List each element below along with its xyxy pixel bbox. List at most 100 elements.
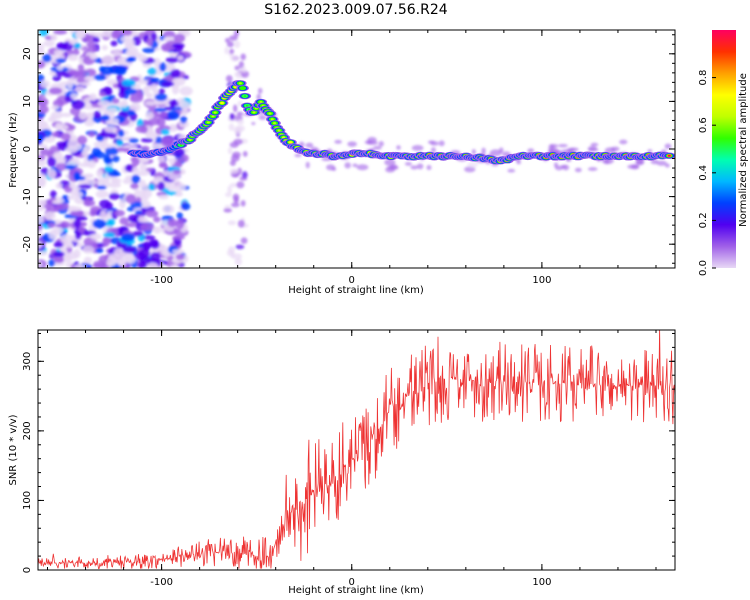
noise-blob	[72, 49, 80, 56]
noise-blob	[159, 111, 169, 118]
noise-blob	[103, 153, 111, 164]
x-tick-label: 0	[349, 577, 355, 588]
noise-blob	[169, 51, 179, 59]
noise-blob	[471, 149, 476, 155]
noise-blob	[50, 190, 57, 199]
noise-blob	[173, 182, 186, 192]
noise-blob	[158, 161, 168, 168]
noise-blob	[162, 170, 171, 175]
noise-blob	[527, 148, 535, 154]
noise-blob	[106, 143, 114, 148]
ridge-blob	[270, 118, 274, 121]
y-tick-label: -10	[22, 188, 33, 204]
noise-blob	[99, 66, 106, 73]
ridge-blob	[288, 141, 293, 144]
noise-blob	[156, 117, 166, 127]
noise-blob	[96, 135, 104, 142]
noise-blob	[78, 184, 93, 189]
noise-blob	[53, 30, 68, 35]
noise-blob	[647, 149, 653, 153]
noise-blob	[74, 30, 85, 39]
noise-blob	[153, 216, 161, 223]
noise-blob	[136, 92, 144, 99]
noise-blob	[151, 143, 164, 150]
noise-blob	[373, 145, 382, 150]
noise-blob	[74, 176, 86, 181]
noise-blob	[171, 85, 180, 95]
noise-blob	[619, 139, 628, 145]
noise-blob	[49, 114, 57, 122]
noise-blob	[411, 145, 424, 151]
noise-blob	[95, 190, 109, 199]
noise-blob	[145, 167, 153, 173]
top-x-axis-label: Height of straight line (km)	[288, 285, 424, 296]
noise-blob	[106, 218, 116, 226]
noise-blob	[141, 183, 150, 193]
noise-blob	[68, 206, 82, 212]
noise-blob	[548, 144, 555, 151]
noise-blob	[225, 75, 233, 83]
noise-blob	[68, 70, 82, 77]
noise-blob	[240, 200, 246, 207]
noise-blob	[38, 97, 49, 107]
noise-blob	[177, 30, 189, 34]
spectrogram-area	[38, 30, 675, 268]
y-tick-label: 100	[22, 491, 33, 510]
noise-blob	[587, 145, 598, 152]
noise-blob	[144, 100, 156, 107]
noise-blob	[122, 178, 132, 185]
snr-plot-area	[38, 330, 675, 570]
noise-blob	[172, 235, 185, 240]
noise-blob	[331, 167, 337, 171]
noise-blob	[50, 34, 58, 42]
noise-blob	[158, 88, 165, 95]
noise-blob	[233, 30, 240, 37]
noise-blob	[127, 56, 137, 62]
noise-blob	[78, 111, 88, 120]
noise-blob	[410, 165, 419, 170]
noise-blob	[130, 167, 140, 173]
noise-blob	[163, 63, 176, 72]
colorbar-label: Normalized spectral amplitude	[738, 73, 749, 227]
noise-blob	[121, 233, 135, 242]
bottom-x-axis-label: Height of straight line (km)	[288, 585, 424, 596]
noise-blob	[106, 256, 118, 267]
noise-blob	[125, 50, 135, 57]
noise-blob	[168, 126, 179, 131]
noise-blob	[112, 98, 120, 104]
noise-blob	[129, 102, 141, 113]
noise-blob	[153, 107, 168, 112]
noise-blob	[77, 135, 88, 145]
noise-blob	[137, 216, 148, 223]
noise-blob	[367, 136, 377, 143]
noise-blob	[52, 251, 65, 258]
noise-blob	[157, 181, 165, 191]
noise-blob	[77, 63, 85, 72]
noise-blob	[96, 169, 104, 178]
noise-blob	[139, 163, 148, 171]
noise-blob	[172, 249, 185, 254]
noise-blob	[92, 218, 107, 229]
noise-blob	[38, 251, 48, 256]
noise-blob	[117, 260, 127, 267]
noise-blob	[104, 147, 119, 156]
noise-blob	[89, 233, 102, 240]
noise-blob	[74, 231, 82, 240]
noise-blob	[242, 151, 248, 157]
noise-blob	[131, 157, 140, 167]
noise-blob	[234, 65, 240, 71]
noise-blob	[235, 244, 245, 250]
noise-blob	[224, 38, 230, 43]
bottom-plot-frame	[37, 329, 676, 571]
noise-blob	[344, 162, 351, 169]
noise-blob	[61, 195, 70, 200]
noise-blob	[148, 239, 159, 247]
noise-blob	[43, 40, 55, 47]
noise-blob	[84, 198, 91, 207]
ridge	[126, 80, 675, 165]
noise-blob	[46, 205, 60, 213]
noise-blob	[147, 262, 159, 268]
noise-blob	[93, 74, 107, 81]
noise-blob	[73, 218, 81, 229]
